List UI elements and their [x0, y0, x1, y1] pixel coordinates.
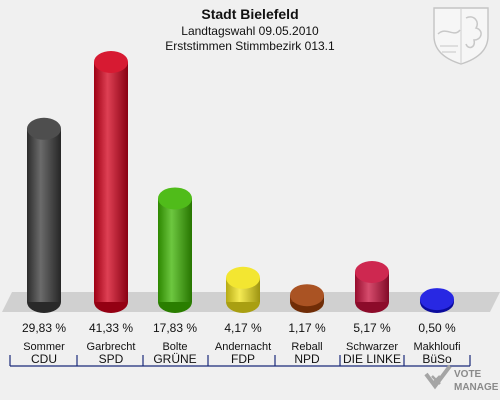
- candidate-label: Reball: [291, 341, 322, 353]
- candidate-label: Schwarzer: [346, 341, 398, 353]
- candidate-label: Andernacht: [215, 341, 271, 353]
- value-label: 29,83 %: [22, 321, 66, 335]
- chart-subtitle: Landtagswahl 09.05.2010: [181, 24, 319, 38]
- candidate-label: Garbrecht: [87, 341, 136, 353]
- bar-spd: [94, 51, 128, 313]
- candidate-label: Bolte: [162, 341, 187, 353]
- party-label: CDU: [31, 352, 57, 366]
- value-label: 5,17 %: [353, 321, 391, 335]
- brand-line-1: VOTE: [454, 369, 482, 380]
- party-label: BüSo: [422, 352, 452, 366]
- value-label: 17,83 %: [153, 321, 197, 335]
- candidate-label: Makhloufi: [413, 341, 460, 353]
- party-label: NPD: [294, 352, 320, 366]
- ballot-check-icon: [424, 364, 452, 390]
- party-label: FDP: [231, 352, 255, 366]
- value-label: 1,17 %: [288, 321, 326, 335]
- party-label: SPD: [99, 352, 124, 366]
- candidate-label: Sommer: [23, 341, 65, 353]
- vote-manager-logo: VOTE MANAGER: [424, 364, 498, 393]
- chart-title: Stadt Bielefeld: [201, 6, 299, 22]
- value-label: 0,50 %: [418, 321, 456, 335]
- bar-fdp: [226, 266, 260, 313]
- party-label: GRÜNE: [153, 352, 196, 366]
- coat-of-arms-icon: [433, 7, 489, 65]
- value-label: 41,33 %: [89, 321, 133, 335]
- bar-die-linke: [355, 260, 389, 313]
- bar-npd: [290, 284, 324, 313]
- bar-cdu: [27, 117, 61, 313]
- chart-subtitle-2: Erststimmen Stimmbezirk 013.1: [165, 39, 335, 53]
- value-label: 4,17 %: [224, 321, 262, 335]
- party-label: DIE LINKE: [343, 352, 401, 366]
- brand-line-2: MANAGER: [454, 382, 498, 393]
- bar-grüne: [158, 187, 192, 313]
- bar-büso: [420, 288, 454, 313]
